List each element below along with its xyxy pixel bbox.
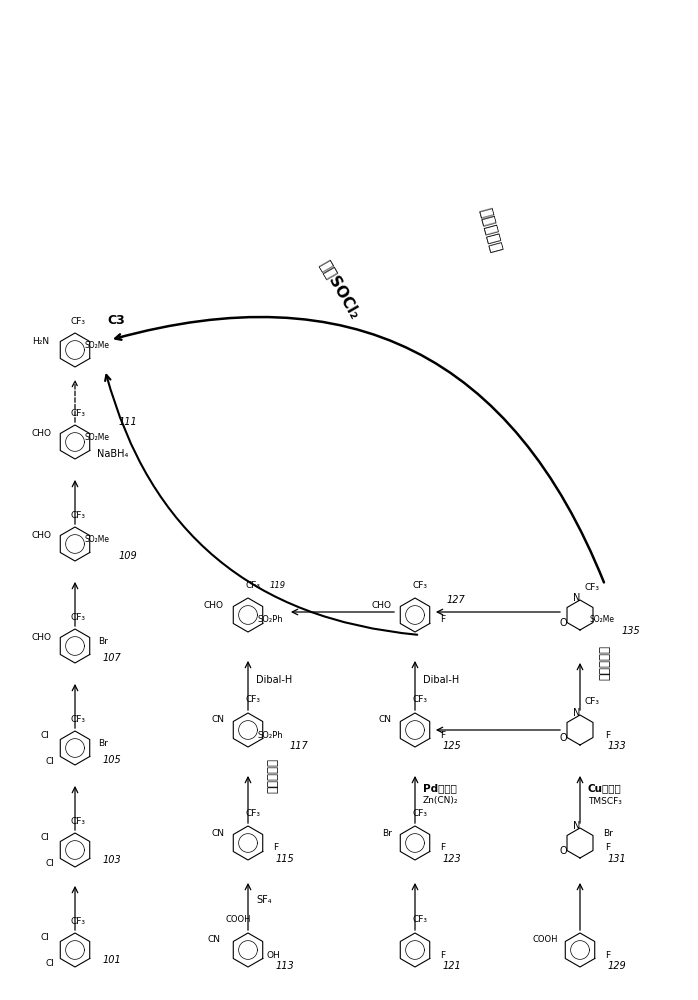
Text: 135: 135 <box>622 626 641 636</box>
Text: N: N <box>573 821 581 831</box>
Text: CF₃: CF₃ <box>413 916 427 924</box>
Text: SO₂Ph: SO₂Ph <box>257 615 283 624</box>
Text: Cl: Cl <box>40 732 50 740</box>
Text: Cl: Cl <box>45 859 54 868</box>
Text: C3: C3 <box>107 314 125 326</box>
Text: CF₃: CF₃ <box>246 580 260 589</box>
Text: SO₂Me: SO₂Me <box>590 615 614 624</box>
Text: N: N <box>573 708 581 718</box>
Text: 113: 113 <box>276 961 295 971</box>
Text: 123: 123 <box>443 854 462 864</box>
Text: 111: 111 <box>119 417 138 427</box>
Text: 苯亚磺酸钠: 苯亚磺酸钠 <box>266 758 279 793</box>
Text: COOH: COOH <box>225 916 251 924</box>
Text: 119: 119 <box>270 580 286 589</box>
Text: 101: 101 <box>103 955 121 965</box>
Text: CHO: CHO <box>204 600 224 609</box>
Text: CF₃: CF₃ <box>70 512 85 520</box>
Text: F: F <box>605 950 611 960</box>
Text: SO₂Me: SO₂Me <box>84 432 110 442</box>
Text: CF₃: CF₃ <box>584 582 600 591</box>
Text: 131: 131 <box>608 854 627 864</box>
Text: SO₂Me: SO₂Me <box>84 534 110 544</box>
Text: COOH: COOH <box>533 936 558 944</box>
Text: CN: CN <box>211 716 225 724</box>
Text: SF₄: SF₄ <box>256 895 272 905</box>
Text: 129: 129 <box>608 961 627 971</box>
Text: CF₃: CF₃ <box>246 696 260 704</box>
Text: 然后SOCl₂: 然后SOCl₂ <box>317 258 363 322</box>
Text: Cl: Cl <box>45 758 54 766</box>
Text: CN: CN <box>378 716 392 724</box>
Text: 125: 125 <box>443 741 462 751</box>
Text: 107: 107 <box>103 653 121 663</box>
Text: CF₃: CF₃ <box>413 696 427 704</box>
Text: Cl: Cl <box>45 960 54 968</box>
Text: O: O <box>559 846 567 856</box>
Text: O: O <box>559 733 567 743</box>
Text: CF₃: CF₃ <box>70 410 85 418</box>
Text: 117: 117 <box>290 741 309 751</box>
Text: Zn(CN)₂: Zn(CN)₂ <box>423 796 459 806</box>
Text: OH: OH <box>266 950 280 960</box>
Text: CHO: CHO <box>31 634 51 643</box>
Text: Br: Br <box>98 738 108 748</box>
Text: F: F <box>440 844 445 852</box>
Text: F: F <box>440 950 445 960</box>
Text: 133: 133 <box>608 741 627 751</box>
Text: 苯亚磺酸钠: 苯亚磺酸钠 <box>598 645 611 680</box>
Text: Pd催化剂: Pd催化剂 <box>423 783 457 793</box>
Text: CF₃: CF₃ <box>70 716 85 724</box>
Text: 苯亚磺酸钠: 苯亚磺酸钠 <box>477 206 503 254</box>
Text: CF₃: CF₃ <box>584 698 600 706</box>
Text: F: F <box>605 730 611 740</box>
Text: Br: Br <box>603 828 613 838</box>
Text: CHO: CHO <box>31 532 51 540</box>
Text: TMSCF₃: TMSCF₃ <box>588 796 622 806</box>
Text: CF₃: CF₃ <box>70 818 85 826</box>
Text: Dibal-H: Dibal-H <box>256 675 292 685</box>
Text: CF₃: CF₃ <box>413 808 427 818</box>
Text: CN: CN <box>211 828 225 838</box>
Text: CF₃: CF₃ <box>246 808 260 818</box>
Text: 121: 121 <box>443 961 462 971</box>
Text: 115: 115 <box>276 854 295 864</box>
Text: O: O <box>559 618 567 628</box>
Text: 103: 103 <box>103 855 121 865</box>
Text: SO₂Me: SO₂Me <box>84 340 110 350</box>
Text: Cu催化剂: Cu催化剂 <box>588 783 622 793</box>
Text: F: F <box>440 730 445 740</box>
Text: Dibal-H: Dibal-H <box>423 675 459 685</box>
Text: Cl: Cl <box>40 934 50 942</box>
Text: CF₃: CF₃ <box>413 580 427 589</box>
Text: Br: Br <box>98 637 108 646</box>
Text: SO₂Ph: SO₂Ph <box>257 730 283 740</box>
Text: CHO: CHO <box>371 600 391 609</box>
Text: Br: Br <box>382 828 392 838</box>
Text: Cl: Cl <box>40 834 50 842</box>
Text: CN: CN <box>207 936 221 944</box>
Text: F: F <box>440 615 445 624</box>
Text: 105: 105 <box>103 755 121 765</box>
Text: H₂N: H₂N <box>32 338 50 347</box>
Text: F: F <box>274 844 279 852</box>
Text: F: F <box>605 844 611 852</box>
Text: 109: 109 <box>119 551 138 561</box>
Text: CF₃: CF₃ <box>70 613 85 622</box>
Text: CF₃: CF₃ <box>70 918 85 926</box>
Text: 127: 127 <box>447 595 466 605</box>
Text: CHO: CHO <box>31 430 51 438</box>
Text: NaBH₄: NaBH₄ <box>97 449 128 459</box>
Text: CF₃: CF₃ <box>70 318 85 326</box>
Text: N: N <box>573 593 581 603</box>
